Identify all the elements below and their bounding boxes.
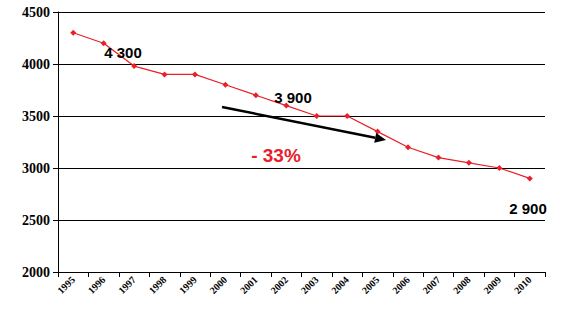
svg-text:2002: 2002	[268, 274, 290, 296]
svg-text:2005: 2005	[360, 274, 382, 296]
svg-text:1996: 1996	[86, 274, 108, 296]
svg-text:2008: 2008	[451, 274, 473, 296]
svg-text:2010: 2010	[512, 274, 534, 296]
svg-text:1998: 1998	[147, 274, 169, 296]
svg-text:2003: 2003	[299, 274, 321, 296]
svg-text:2001: 2001	[238, 274, 260, 296]
svg-text:2000: 2000	[22, 265, 50, 280]
svg-text:4500: 4500	[22, 5, 50, 20]
svg-text:4 300: 4 300	[104, 44, 142, 61]
svg-text:1999: 1999	[177, 274, 199, 296]
svg-text:- 33%: - 33%	[251, 145, 301, 166]
svg-text:2000: 2000	[207, 274, 229, 296]
svg-text:3000: 3000	[22, 161, 50, 176]
svg-text:2006: 2006	[390, 274, 412, 296]
svg-text:3500: 3500	[22, 109, 50, 124]
svg-text:2007: 2007	[420, 274, 442, 296]
svg-text:2 900: 2 900	[509, 200, 547, 217]
svg-text:2500: 2500	[22, 213, 50, 228]
svg-text:1997: 1997	[116, 274, 138, 296]
svg-text:2009: 2009	[481, 274, 503, 296]
svg-text:4000: 4000	[22, 57, 50, 72]
svg-text:2004: 2004	[329, 274, 351, 296]
svg-text:3 900: 3 900	[274, 89, 312, 106]
svg-text:1995: 1995	[55, 274, 77, 296]
